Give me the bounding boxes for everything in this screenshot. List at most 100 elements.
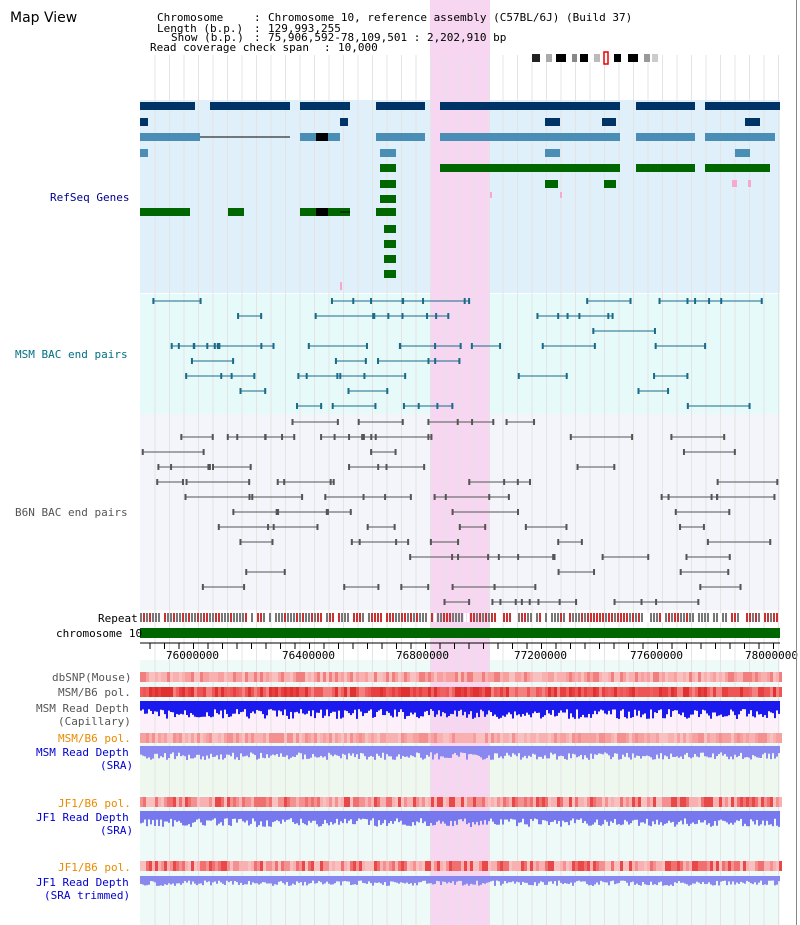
repeat-mark bbox=[347, 613, 349, 622]
depth-bar bbox=[728, 811, 730, 825]
depth-bar bbox=[360, 746, 362, 753]
bac-pair-end bbox=[202, 449, 205, 455]
bac-pair-end bbox=[157, 464, 160, 470]
heat-cell bbox=[164, 861, 167, 871]
depth-bar bbox=[244, 876, 246, 885]
heat-cell bbox=[533, 797, 536, 807]
depth-bar bbox=[260, 876, 262, 884]
heat-cell bbox=[404, 733, 407, 743]
heat-cell bbox=[221, 687, 224, 697]
repeat-mark bbox=[305, 613, 307, 622]
heat-cell bbox=[707, 797, 710, 807]
depth-bar bbox=[658, 811, 660, 825]
depth-bar bbox=[352, 811, 354, 825]
heat-cell bbox=[503, 733, 506, 743]
depth-bar bbox=[180, 876, 182, 885]
heat-cell bbox=[602, 733, 605, 743]
heat-cell bbox=[425, 861, 428, 871]
depth-bar bbox=[152, 876, 154, 882]
depth-bar bbox=[596, 876, 598, 883]
depth-bar bbox=[654, 746, 656, 760]
depth-bar bbox=[240, 746, 242, 754]
depth-bar bbox=[374, 701, 376, 717]
bac-pair-end bbox=[580, 539, 583, 545]
heat-cell bbox=[494, 797, 497, 807]
depth-bar bbox=[470, 701, 472, 712]
heat-cell bbox=[578, 672, 581, 682]
depth-bar bbox=[170, 811, 172, 819]
depth-bar bbox=[628, 701, 630, 712]
depth-bar bbox=[654, 701, 656, 713]
heat-cell bbox=[608, 733, 611, 743]
depth-bar bbox=[254, 701, 256, 714]
heat-cell bbox=[227, 687, 230, 697]
bac-pair-end bbox=[217, 524, 220, 530]
bac-pair-end bbox=[435, 313, 438, 319]
heat-cell bbox=[746, 797, 749, 807]
depth-bar bbox=[350, 811, 352, 820]
heat-cell bbox=[368, 861, 371, 871]
heat-cell bbox=[449, 672, 452, 682]
depth-bar bbox=[346, 876, 348, 882]
heat-cell bbox=[713, 687, 716, 697]
depth-bar bbox=[340, 876, 342, 886]
bac-pair-end bbox=[433, 494, 436, 500]
jf1-trim-sub: (SRA trimmed) bbox=[44, 889, 131, 902]
heat-cell bbox=[689, 687, 692, 697]
heat-cell bbox=[605, 861, 608, 871]
depth-bar bbox=[388, 811, 390, 824]
heat-cell bbox=[755, 733, 758, 743]
heat-cell bbox=[464, 797, 467, 807]
heat-cell bbox=[149, 672, 152, 682]
depth-bar bbox=[530, 876, 532, 886]
heat-cell bbox=[635, 733, 638, 743]
depth-bar bbox=[290, 701, 292, 712]
gene-exon bbox=[384, 240, 396, 248]
depth-bar bbox=[674, 746, 676, 758]
bac-pair-end bbox=[451, 509, 454, 515]
heat-cell bbox=[293, 733, 296, 743]
msm-depth-sra-sub: (SRA) bbox=[100, 759, 134, 772]
depth-bar bbox=[262, 701, 264, 715]
heat-cell bbox=[647, 733, 650, 743]
depth-bar bbox=[602, 746, 604, 755]
bac-pair-end bbox=[417, 403, 420, 409]
depth-bar bbox=[334, 701, 336, 712]
depth-bar bbox=[690, 811, 692, 824]
depth-bar bbox=[620, 746, 622, 760]
depth-bar bbox=[198, 876, 200, 884]
depth-bar bbox=[550, 876, 552, 882]
depth-bar bbox=[634, 811, 636, 820]
depth-bar bbox=[750, 746, 752, 760]
bac-pair-end bbox=[517, 509, 520, 515]
depth-bar bbox=[716, 701, 718, 717]
depth-bar bbox=[772, 746, 774, 754]
depth-bar bbox=[446, 811, 448, 826]
depth-bar bbox=[760, 811, 762, 825]
depth-bar bbox=[430, 746, 432, 753]
depth-bar bbox=[212, 876, 214, 883]
length-value: 129,993,255 bbox=[268, 22, 341, 35]
depth-bar bbox=[164, 701, 166, 715]
depth-bar bbox=[316, 811, 318, 825]
depth-bar bbox=[172, 701, 174, 713]
repeat-mark bbox=[224, 613, 226, 622]
depth-bar bbox=[206, 811, 208, 821]
bac-pair-end bbox=[401, 419, 404, 425]
depth-bar bbox=[348, 811, 350, 821]
repeat-mark bbox=[470, 613, 472, 622]
heat-cell bbox=[566, 797, 569, 807]
heat-cell bbox=[521, 797, 524, 807]
depth-bar bbox=[220, 811, 222, 823]
bac-pair-end bbox=[505, 419, 508, 425]
bac-pair-end bbox=[239, 539, 242, 545]
heat-cell bbox=[434, 733, 437, 743]
depth-bar bbox=[420, 746, 422, 758]
depth-bar bbox=[180, 811, 182, 823]
depth-bar bbox=[494, 811, 496, 825]
repeat-mark bbox=[176, 613, 178, 622]
bac-pair-end bbox=[760, 298, 763, 304]
depth-bar bbox=[354, 701, 356, 710]
heat-cell bbox=[557, 687, 560, 697]
